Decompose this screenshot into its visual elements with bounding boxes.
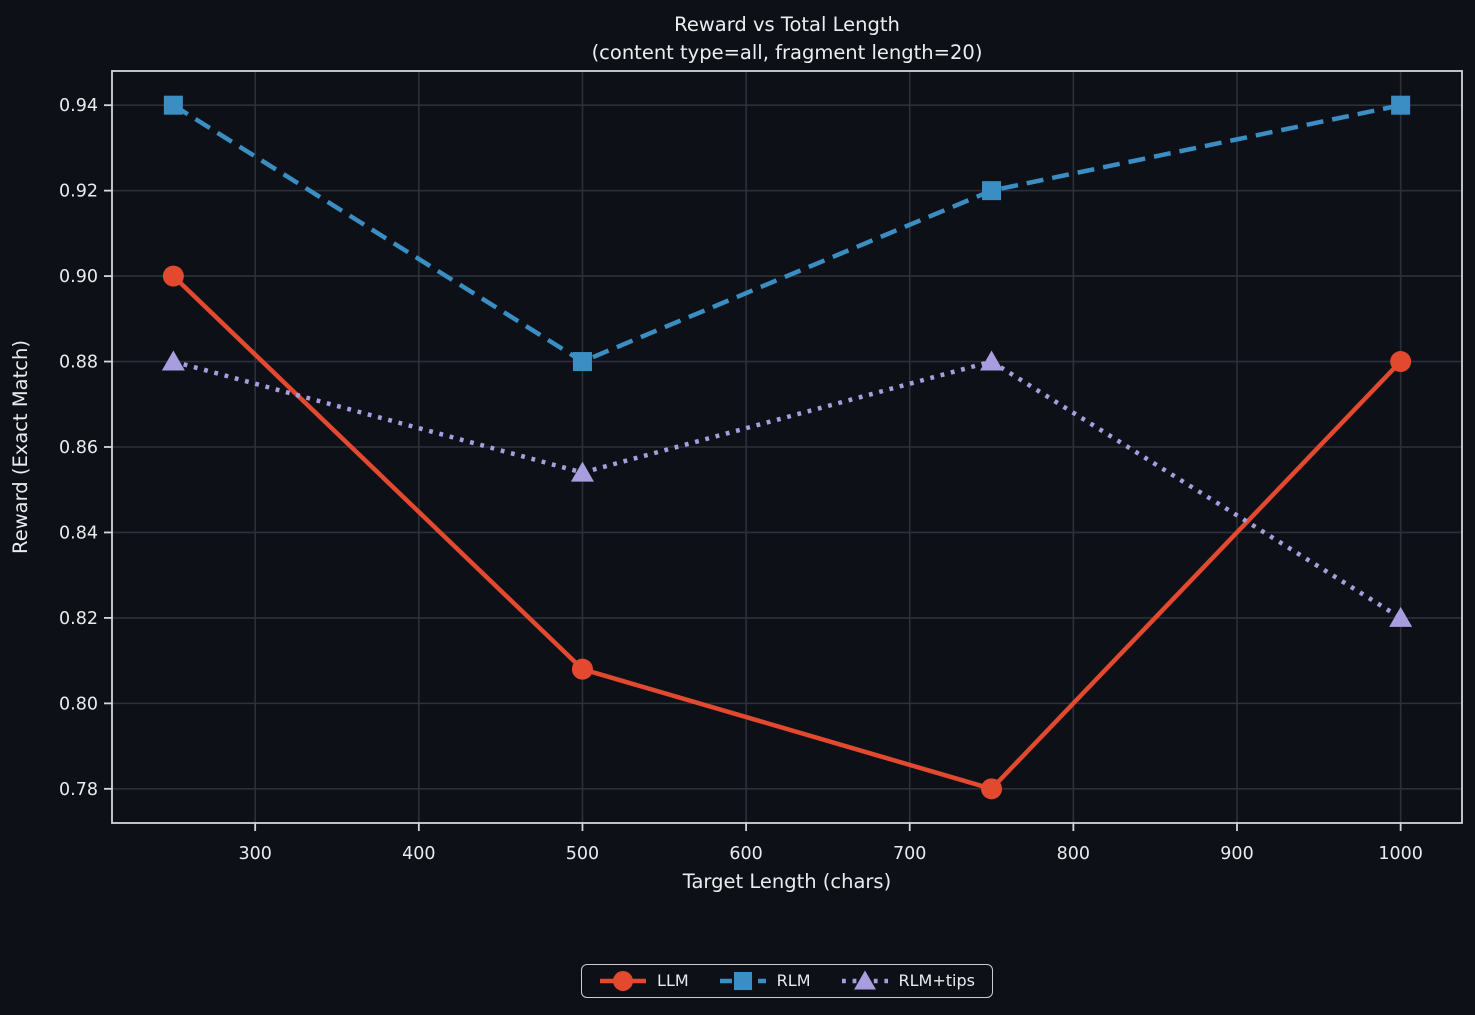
llm-line [171, 274, 1403, 792]
x-tick-label: 500 [566, 844, 599, 864]
y-tick-label: 0.88 [59, 353, 98, 373]
y-tick-label: 0.84 [59, 523, 98, 543]
legend-label: RLM+tips [898, 971, 975, 990]
x-tick-label: 400 [402, 844, 435, 864]
x-tick-label: 1000 [1378, 844, 1423, 864]
x-axis: 300 400 500 600 700 800 900 1000 Target Length (… [238, 823, 1423, 893]
square-marker [982, 181, 1002, 201]
legend: LLM RLM RLM+tips [581, 964, 993, 998]
circle-marker [981, 778, 1003, 800]
rlm-legend-swatch [719, 971, 766, 991]
y-tick-label: 0.94 [59, 96, 98, 116]
square-marker [733, 971, 752, 991]
y-tick-label: 0.78 [59, 780, 98, 800]
rlm-line [172, 102, 1402, 365]
legend-label: RLM [776, 971, 811, 990]
rlm-tips-line [172, 359, 1402, 620]
triangle-marker [161, 350, 185, 371]
series-rlm-tips [161, 350, 1413, 627]
legend-item-rlm: RLM [719, 968, 811, 994]
triangle-marker [1389, 606, 1413, 627]
circle-marker [613, 971, 634, 991]
y-axis-label: Reward (Exact Match) [9, 340, 32, 554]
triangle-marker [980, 350, 1004, 371]
square-marker [1391, 95, 1411, 115]
y-tick-label: 0.80 [59, 694, 98, 714]
square-marker [163, 95, 183, 115]
triangle-marker [853, 970, 876, 990]
rlm-tips-legend-swatch [841, 970, 888, 990]
legend-item-rlm-tips: RLM+tips [841, 968, 975, 994]
triangle-marker [570, 461, 594, 482]
y-tick-label: 0.90 [59, 267, 98, 287]
x-axis-label: Target Length (chars) [682, 870, 891, 893]
x-tick-label: 900 [1220, 844, 1253, 864]
llm-legend-swatch [600, 971, 647, 991]
legend-item-llm: LLM [599, 968, 689, 994]
circle-marker [1390, 351, 1412, 373]
y-axis: 0.78 0.80 0.82 0.84 0.86 0.88 0.90 0.92 0.94 Rewa… [9, 96, 112, 800]
x-tick-label: 700 [893, 844, 926, 864]
square-marker [572, 352, 592, 372]
y-tick-label: 0.92 [59, 182, 98, 202]
gridlines [112, 71, 1462, 823]
y-tick-label: 0.82 [59, 609, 98, 629]
legend-label: LLM [657, 971, 689, 990]
legend-wrap: LLM RLM RLM+tips [112, 964, 1462, 998]
circle-marker [571, 658, 593, 680]
x-tick-label: 300 [238, 844, 271, 864]
y-tick-label: 0.86 [59, 438, 98, 458]
x-tick-label: 600 [729, 844, 762, 864]
x-tick-label: 800 [1057, 844, 1090, 864]
series-llm [162, 265, 1412, 800]
circle-marker [162, 265, 184, 287]
series-rlm [163, 95, 1411, 372]
